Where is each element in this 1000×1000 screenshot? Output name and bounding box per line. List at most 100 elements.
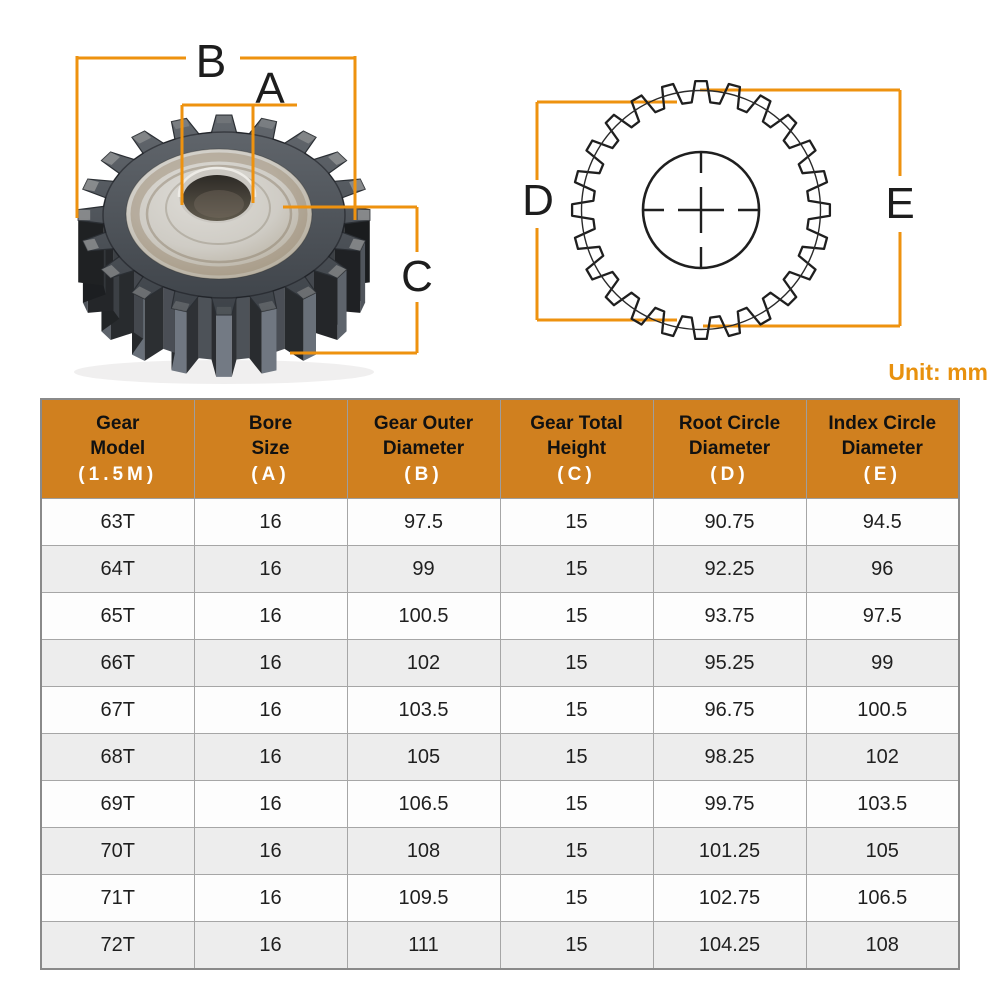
cell: 106.5: [805, 874, 960, 922]
label-outer-diameter-b: B: [195, 35, 227, 87]
cell: 99: [346, 545, 501, 593]
cell: 100.5: [805, 686, 960, 734]
cell: 15: [499, 545, 654, 593]
cell: 16: [193, 498, 348, 546]
illustration-canvas: [74, 56, 902, 384]
cell: 102: [805, 733, 960, 781]
cell: 68T: [40, 733, 195, 781]
header-text: Bore: [248, 412, 293, 434]
column-header: Index Circle Diameter (E): [805, 398, 960, 499]
gear-spec-table: Gear Model (1.5M) Bore Size (A) Gear Outer Diam…: [40, 398, 960, 970]
cell: 69T: [40, 780, 195, 828]
cell: 96: [805, 545, 960, 593]
cell: 64T: [40, 545, 195, 593]
cell: 15: [499, 921, 654, 970]
column-header: Gear Total Height (C): [499, 398, 654, 499]
cell: 96.75: [652, 686, 807, 734]
gear-front-view-diagram: [570, 79, 832, 341]
cell: 97.5: [805, 592, 960, 640]
cell: 111: [346, 921, 501, 970]
cell: 72T: [40, 921, 195, 970]
cell: 103.5: [346, 686, 501, 734]
unit-label: Unit: mm: [888, 359, 988, 385]
cell: 94.5: [805, 498, 960, 546]
cell: 71T: [40, 874, 195, 922]
column-header: Bore Size (A): [193, 398, 348, 499]
table-row: 66T 16 102 15 95.25 99: [40, 639, 960, 687]
cell: 65T: [40, 592, 195, 640]
cell: 106.5: [346, 780, 501, 828]
cell: 16: [193, 639, 348, 687]
header-text: Gear: [96, 412, 140, 434]
header-text: Diameter: [688, 437, 771, 459]
cell: 63T: [40, 498, 195, 546]
table-body: 63T 16 97.5 15 90.75 94.5 64T 16 99 15 92.25 96 65T 1…: [40, 498, 960, 970]
table-row: 69T 16 106.5 15 99.75 103.5: [40, 780, 960, 828]
cell: 15: [499, 874, 654, 922]
header-text: Root Circle: [678, 412, 781, 434]
table-row: 67T 16 103.5 15 96.75 100.5: [40, 686, 960, 734]
cell: 66T: [40, 639, 195, 687]
cell: 15: [499, 780, 654, 828]
column-header: Gear Outer Diameter (B): [346, 398, 501, 499]
header-text: Size: [251, 437, 290, 459]
cell: 16: [193, 921, 348, 970]
table-row: 70T 16 108 15 101.25 105: [40, 827, 960, 875]
header-text: Gear Total: [530, 412, 623, 434]
cell: 97.5: [346, 498, 501, 546]
cell: 103.5: [805, 780, 960, 828]
header-row: Gear Model (1.5M) Bore Size (A) Gear Outer Diam…: [40, 398, 960, 499]
table-header: Gear Model (1.5M) Bore Size (A) Gear Outer Diam…: [40, 398, 960, 499]
cell: 105: [346, 733, 501, 781]
table-row: 64T 16 99 15 92.25 96: [40, 545, 960, 593]
table-row: 71T 16 109.5 15 102.75 106.5: [40, 874, 960, 922]
cell: 16: [193, 827, 348, 875]
cell: 70T: [40, 827, 195, 875]
cell: 95.25: [652, 639, 807, 687]
header-letter: (C): [557, 463, 596, 485]
cell: 102: [346, 639, 501, 687]
cell: 105: [805, 827, 960, 875]
table-row: 63T 16 97.5 15 90.75 94.5: [40, 498, 960, 546]
header-text: Height: [546, 437, 607, 459]
cell: 16: [193, 686, 348, 734]
cell: 92.25: [652, 545, 807, 593]
cell: 15: [499, 592, 654, 640]
cell: 102.75: [652, 874, 807, 922]
cell: 15: [499, 686, 654, 734]
label-total-height-c: C: [401, 252, 433, 301]
cell: 16: [193, 874, 348, 922]
header-text: Diameter: [382, 437, 465, 459]
header-letter: (B): [404, 463, 443, 485]
header-letter: (D): [710, 463, 749, 485]
cell: 108: [805, 921, 960, 970]
header-text: Diameter: [841, 437, 923, 459]
cell: 15: [499, 827, 654, 875]
header-letter: (A): [251, 463, 290, 485]
column-header: Gear Model (1.5M): [40, 398, 195, 499]
label-bore-a: A: [255, 64, 285, 113]
cell: 93.75: [652, 592, 807, 640]
cell: 16: [193, 545, 348, 593]
header-text: Gear Outer: [373, 412, 474, 434]
cell: 98.25: [652, 733, 807, 781]
cell: 109.5: [346, 874, 501, 922]
cell: 67T: [40, 686, 195, 734]
cell: 90.75: [652, 498, 807, 546]
gear-photo: [74, 114, 374, 384]
header-text: Index Circle: [828, 412, 937, 434]
cell: 108: [346, 827, 501, 875]
cell: 100.5: [346, 592, 501, 640]
cell: 104.25: [652, 921, 807, 970]
header-text: Model: [90, 437, 146, 459]
column-header: Root Circle Diameter (D): [652, 398, 807, 499]
cell: 101.25: [652, 827, 807, 875]
cell: 16: [193, 780, 348, 828]
label-root-circle-d: D: [522, 176, 554, 225]
cell: 15: [499, 639, 654, 687]
cell: 99: [805, 639, 960, 687]
cell: 16: [193, 592, 348, 640]
cell: 15: [499, 733, 654, 781]
table-row: 65T 16 100.5 15 93.75 97.5: [40, 592, 960, 640]
